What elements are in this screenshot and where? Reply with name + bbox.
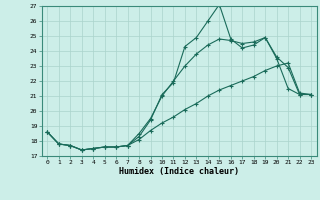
X-axis label: Humidex (Indice chaleur): Humidex (Indice chaleur) [119, 167, 239, 176]
